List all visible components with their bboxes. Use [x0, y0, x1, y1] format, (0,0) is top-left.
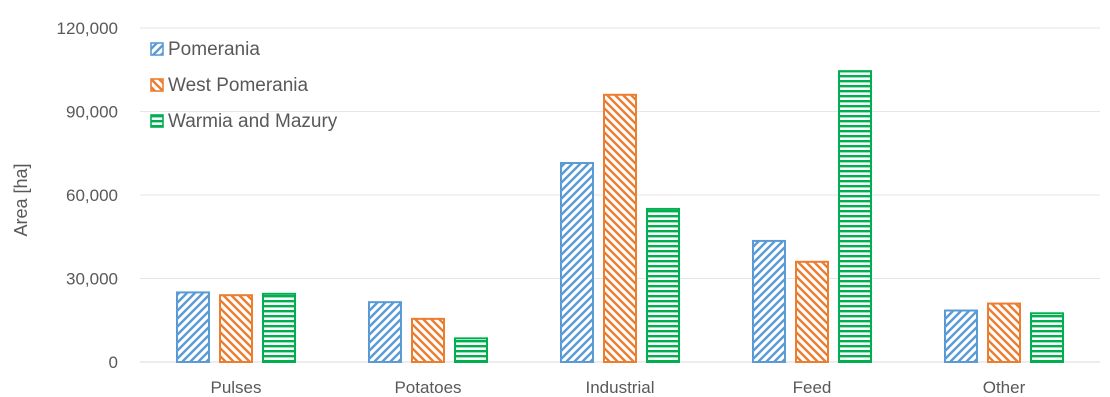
bar-warmia-and-mazury-other	[1030, 312, 1064, 363]
bar-warmia-and-mazury-feed	[838, 70, 872, 364]
y-tick-label: 30,000	[66, 270, 118, 289]
bar-west-pomerania-pulses	[219, 294, 253, 364]
legend-swatch	[150, 114, 164, 128]
bar-west-pomerania-other	[987, 302, 1021, 363]
x-tick-label: Pulses	[210, 378, 261, 397]
legend: Pomerania West Pomerania Warmia and Mazury	[150, 39, 338, 132]
bar-pomerania-industrial	[560, 161, 594, 363]
x-tick-label: Potatoes	[394, 378, 461, 397]
bar-warmia-and-mazury-pulses	[262, 292, 296, 363]
y-axis-ticks: 0 30,000 60,000 90,000 120,000	[57, 19, 118, 372]
bar-pomerania-other	[944, 309, 978, 363]
bar-west-pomerania-feed	[795, 260, 829, 363]
legend-label: Pomerania	[168, 39, 260, 60]
bar-warmia-and-mazury-industrial	[646, 207, 680, 363]
y-tick-label: 60,000	[66, 186, 118, 205]
x-tick-label: Other	[983, 378, 1026, 397]
bars	[176, 70, 1064, 364]
y-tick-label: 0	[109, 353, 118, 372]
x-tick-label: Industrial	[586, 378, 655, 397]
y-tick-label: 90,000	[66, 103, 118, 122]
legend-label: Warmia and Mazury	[168, 111, 338, 132]
y-axis-title: Area [ha]	[11, 163, 31, 236]
legend-swatch	[150, 42, 164, 56]
bar-pomerania-pulses	[176, 291, 210, 363]
bar-pomerania-potatoes	[368, 301, 402, 363]
y-tick-label: 120,000	[57, 19, 118, 38]
bar-warmia-and-mazury-potatoes	[454, 337, 488, 364]
bar-west-pomerania-potatoes	[411, 317, 445, 364]
bar-west-pomerania-industrial	[603, 93, 637, 364]
legend-swatch	[150, 78, 164, 92]
x-tick-label: Feed	[793, 378, 832, 397]
x-axis-ticks: Pulses Potatoes Industrial Feed Other	[210, 378, 1025, 397]
bar-pomerania-feed	[752, 239, 786, 363]
legend-label: West Pomerania	[168, 75, 309, 96]
